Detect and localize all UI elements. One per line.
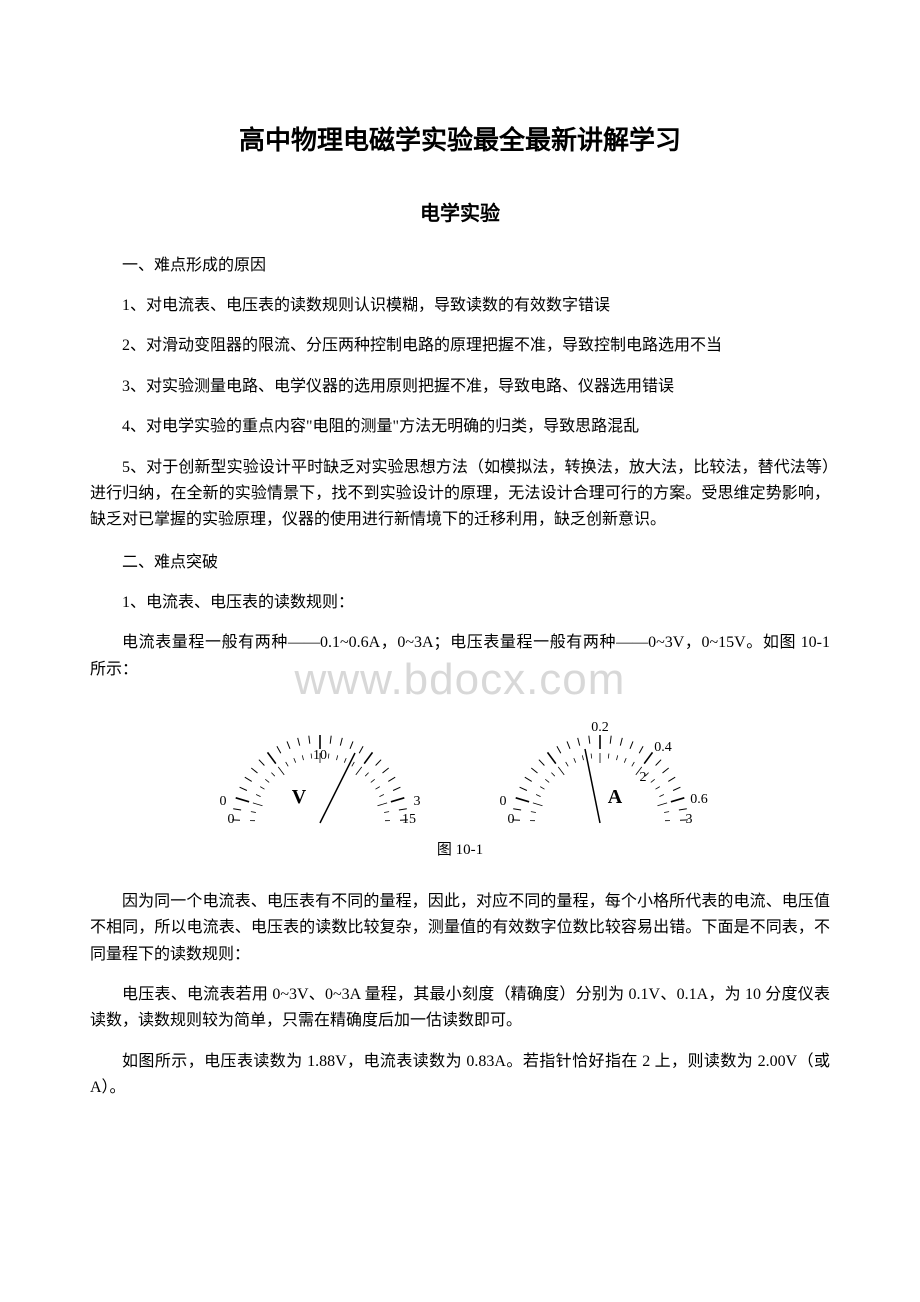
a-needle bbox=[585, 749, 600, 823]
a-outer-02: 0.2 bbox=[591, 720, 609, 735]
paragraph-3: 3、对实验测量电路、电学仪器的选用原则把握不准，导致电路、仪器选用错误 bbox=[90, 374, 830, 400]
a-outer-04: 0.4 bbox=[654, 740, 672, 755]
paragraph-5: 5、对于创新型实验设计平时缺乏对实验思想方法（如模拟法，转换法，放大法，比较法，… bbox=[90, 455, 830, 534]
a-outer-06: 0.6 bbox=[690, 792, 708, 807]
a-outer-0: 0 bbox=[500, 794, 507, 809]
figure-gauges: 0 3 0 10 15 V 0 0.2 0.4 0.6 0 2 3 bbox=[90, 703, 830, 828]
paragraph-9: 电压表、电流表若用 0~3V、0~3A 量程，其最小刻度（精确度）分别为 0.1… bbox=[90, 982, 830, 1035]
v-inner-0: 0 bbox=[228, 812, 235, 827]
paragraph-2: 2、对滑动变阻器的限流、分压两种控制电路的原理把握不准，导致控制电路选用不当 bbox=[90, 333, 830, 359]
document-content: 高中物理电磁学实验最全最新讲解学习 电学实验 一、难点形成的原因 1、对电流表、… bbox=[90, 120, 830, 1102]
paragraph-4: 4、对电学实验的重点内容"电阻的测量"方法无明确的归类，导致思路混乱 bbox=[90, 414, 830, 440]
a-inner-2: 2 bbox=[640, 770, 647, 785]
voltmeter-gauge: 0 3 0 10 15 V bbox=[205, 703, 435, 828]
paragraph-8: 因为同一个电流表、电压表有不同的量程，因此，对应不同的量程，每个小格所代表的电流… bbox=[90, 889, 830, 968]
paragraph-6: 1、电流表、电压表的读数规则： bbox=[90, 590, 830, 616]
figure-caption: 图 10-1 bbox=[90, 838, 830, 859]
v-inner-15: 15 bbox=[402, 812, 416, 827]
section-2-heading: 二、难点突破 bbox=[90, 548, 830, 572]
v-needle bbox=[320, 753, 355, 823]
a-inner-3: 3 bbox=[686, 812, 693, 827]
ammeter-gauge: 0 0.2 0.4 0.6 0 2 3 A bbox=[485, 703, 715, 828]
paragraph-1: 1、对电流表、电压表的读数规则认识模糊，导致读数的有效数字错误 bbox=[90, 293, 830, 319]
page-title: 高中物理电磁学实验最全最新讲解学习 bbox=[90, 120, 830, 157]
v-outer-3: 3 bbox=[414, 794, 421, 809]
section-1-heading: 一、难点形成的原因 bbox=[90, 251, 830, 275]
page-subtitle: 电学实验 bbox=[90, 197, 830, 226]
v-unit: V bbox=[292, 786, 307, 808]
paragraph-10: 如图所示，电压表读数为 1.88V，电流表读数为 0.83A。若指针恰好指在 2… bbox=[90, 1049, 830, 1102]
paragraph-7: 电流表量程一般有两种——0.1~0.6A，0~3A；电压表量程一般有两种——0~… bbox=[90, 630, 830, 683]
v-inner-10: 10 bbox=[313, 748, 327, 763]
a-unit: A bbox=[608, 786, 623, 808]
a-inner-0: 0 bbox=[508, 812, 515, 827]
v-outer-0: 0 bbox=[220, 794, 227, 809]
